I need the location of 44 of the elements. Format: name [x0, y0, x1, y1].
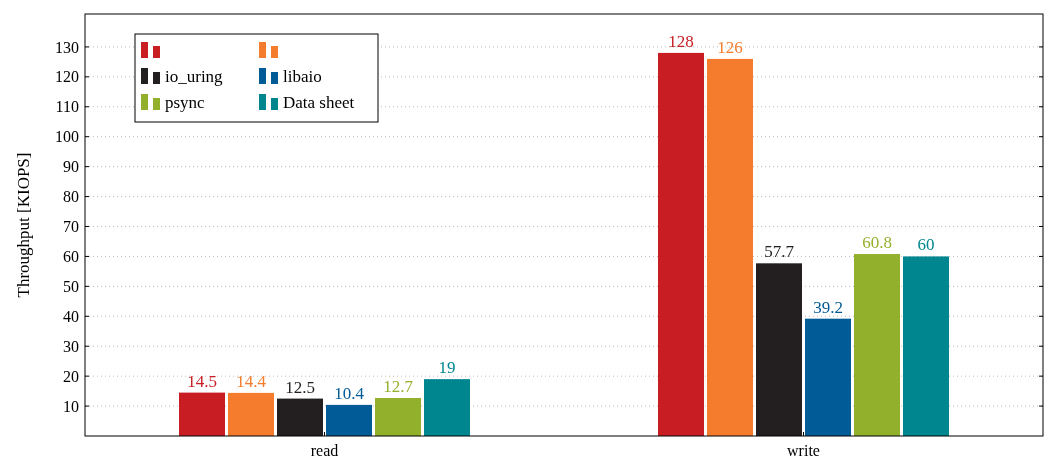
- y-tick-label: 90: [63, 158, 79, 176]
- bar: [756, 263, 802, 436]
- y-tick-label: 40: [63, 307, 79, 325]
- x-tick-label: write: [787, 442, 820, 459]
- bar: [854, 254, 900, 436]
- legend-label: io_uring: [165, 67, 224, 86]
- data-label: 39.2: [813, 297, 843, 317]
- data-label: 14.4: [236, 371, 267, 391]
- y-tick-label: 30: [63, 337, 79, 355]
- data-label: 128: [668, 31, 694, 51]
- bar: [658, 52, 704, 436]
- data-label: 12.7: [383, 376, 414, 396]
- bar: [903, 256, 949, 436]
- y-tick-label: 50: [63, 277, 79, 295]
- bar: [179, 392, 225, 436]
- data-label: 10.4: [334, 383, 365, 403]
- y-tick-label: 100: [55, 128, 79, 146]
- legend-label: Data sheet: [283, 93, 355, 112]
- data-label: 126: [717, 37, 743, 57]
- data-label: 19: [438, 358, 456, 378]
- y-tick-label: 20: [63, 367, 79, 385]
- bar: [228, 392, 274, 436]
- y-tick-label: 120: [55, 68, 79, 86]
- y-tick-label: 80: [63, 188, 79, 206]
- data-label: 57.7: [764, 242, 795, 262]
- y-tick-label: 70: [63, 218, 79, 236]
- data-label: 60: [917, 235, 935, 255]
- y-tick-label: 130: [55, 38, 79, 56]
- bar: [375, 397, 421, 436]
- bar: [424, 379, 470, 436]
- data-label: 60.8: [862, 233, 892, 253]
- legend-label: libaio: [283, 67, 322, 86]
- bar: [707, 58, 753, 436]
- y-tick-label: 60: [63, 248, 79, 266]
- x-tick-label: read: [310, 442, 339, 459]
- y-axis-title: Throughput [KIOPS]: [14, 152, 33, 298]
- bar: [326, 404, 372, 436]
- y-tick-label: 110: [55, 98, 79, 116]
- data-label: 12.5: [285, 377, 315, 397]
- data-label: 14.5: [187, 371, 217, 391]
- bar: [277, 398, 323, 436]
- y-tick-label: 10: [63, 397, 79, 415]
- legend-label: psync: [165, 93, 206, 112]
- bar: [805, 318, 851, 436]
